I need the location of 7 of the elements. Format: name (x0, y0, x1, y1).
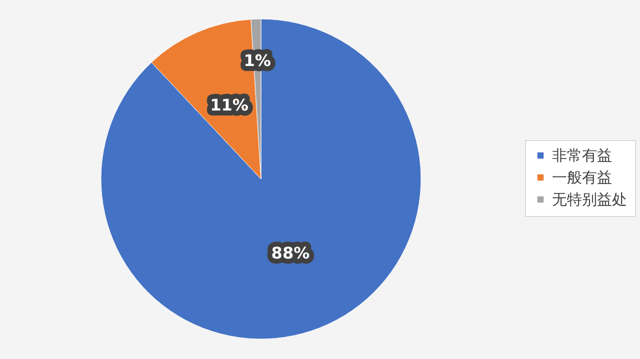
data-label: 11% (210, 96, 248, 115)
pie-slice (100, 18, 422, 340)
legend-label: 无特别益处 (552, 190, 627, 208)
legend-label: 一般有益 (552, 168, 612, 186)
data-label: 1% (244, 51, 271, 70)
data-label: 88% (271, 243, 310, 262)
legend-label: 非常有益 (552, 146, 612, 164)
